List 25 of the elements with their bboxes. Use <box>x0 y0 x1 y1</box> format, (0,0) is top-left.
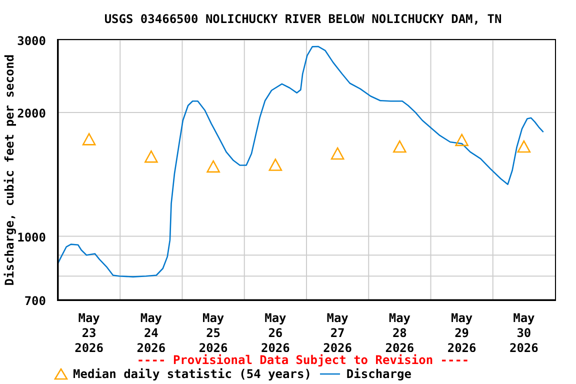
text: ---- Provisional Data Subject to Revision ---- <box>136 353 470 367</box>
x-tick-label: May 29 2026 <box>447 311 476 355</box>
point <box>144 150 158 163</box>
x-tick-label: May 28 2026 <box>385 311 414 355</box>
point <box>206 160 220 173</box>
y-tick-label: 700 <box>24 294 46 308</box>
legend-label: Discharge <box>346 367 412 381</box>
point <box>455 134 468 146</box>
y-tick-label: 2000 <box>17 106 46 120</box>
x-tick-label: May 30 2026 <box>509 311 538 355</box>
x-tick-label: May 25 2026 <box>198 311 228 355</box>
x-tick-label: May 27 2026 <box>323 311 352 355</box>
y-tick-label: 1000 <box>17 230 46 244</box>
y-tick-label: 3000 <box>17 34 46 48</box>
point <box>330 147 344 160</box>
x-tick-label: May 26 2026 <box>260 311 290 355</box>
point <box>82 133 96 146</box>
point <box>393 140 406 153</box>
point <box>268 158 282 171</box>
x-tick-label: May 24 2026 <box>136 311 166 355</box>
chart-title: USGS 03466500 NOLICHUCKY RIVER BELOW NOLICHUCKY DAM, TN <box>103 11 503 28</box>
y-axis-title: Discharge, cubic feet per second <box>2 54 16 286</box>
legend-label: Median daily statistic (54 years) <box>73 367 312 381</box>
point <box>517 140 531 153</box>
x-tick-label: May 23 2026 <box>74 311 104 355</box>
